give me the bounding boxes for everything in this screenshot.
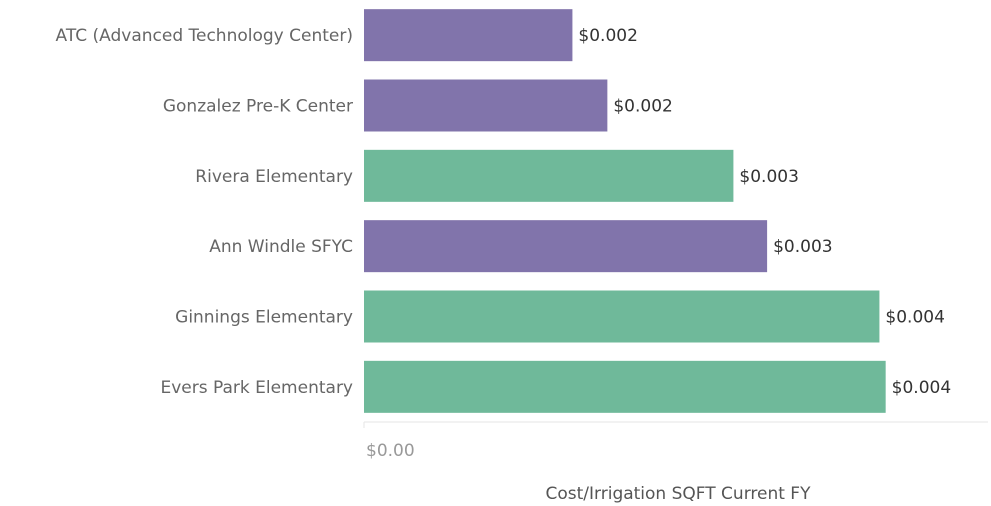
y-tick-label: Rivera Elementary xyxy=(195,167,353,187)
bar xyxy=(364,149,734,202)
value-label: $0.002 xyxy=(613,97,672,117)
bar xyxy=(364,220,768,273)
y-tick-label: Gonzalez Pre-K Center xyxy=(163,97,353,117)
value-label: $0.003 xyxy=(739,167,798,187)
y-tick-label: Ann Windle SFYC xyxy=(209,237,353,257)
x-axis-title: Cost/Irrigation SQFT Current FY xyxy=(546,484,812,504)
y-tick-label: Ginnings Elementary xyxy=(175,308,353,328)
bar xyxy=(364,290,880,343)
value-label: $0.004 xyxy=(892,378,951,398)
y-tick-label: ATC (Advanced Technology Center) xyxy=(56,26,353,46)
value-label: $0.003 xyxy=(773,237,832,257)
y-tick-label: Evers Park Elementary xyxy=(160,378,353,398)
value-label: $0.004 xyxy=(885,308,944,328)
bar xyxy=(364,9,573,62)
value-label: $0.002 xyxy=(578,26,637,46)
bar xyxy=(364,360,886,413)
bar xyxy=(364,79,608,132)
x-tick-label: $0.00 xyxy=(366,441,415,461)
